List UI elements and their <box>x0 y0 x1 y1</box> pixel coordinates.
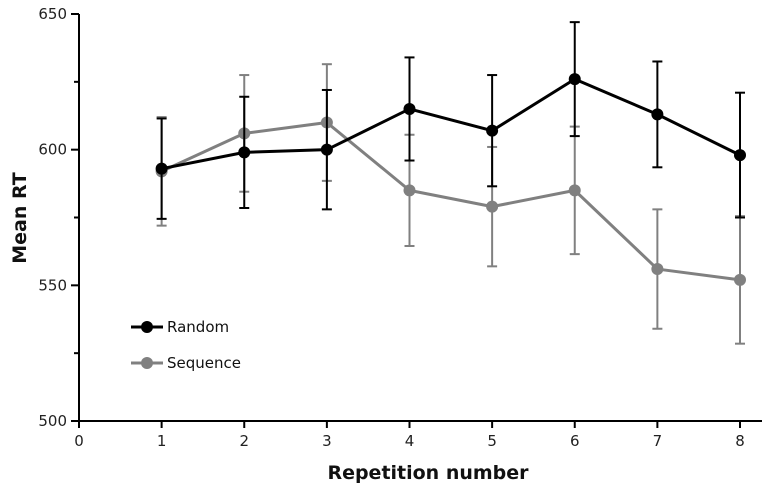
data-point <box>651 108 664 121</box>
legend: Random Sequence <box>131 318 241 372</box>
data-point <box>568 184 581 197</box>
legend-item-random: Random <box>131 318 229 336</box>
series-line <box>160 121 741 282</box>
y-axis-title: Mean RT <box>9 172 31 264</box>
y-tick-label: 600 <box>38 141 67 159</box>
axes: 500 550 600 650 0 1 2 3 4 5 6 7 8 <box>38 5 762 450</box>
series-layer <box>155 21 746 345</box>
x-tick-label: 2 <box>239 432 249 450</box>
data-point <box>403 184 416 197</box>
x-tick-label: 6 <box>570 432 580 450</box>
data-point <box>320 143 333 156</box>
series-random <box>155 21 746 220</box>
data-point <box>734 273 746 286</box>
x-tick-label: 1 <box>157 432 167 450</box>
y-tick-label: 500 <box>38 412 67 430</box>
x-tick-label: 4 <box>405 432 415 450</box>
data-point <box>568 73 581 86</box>
x-axis-title: Repetition number <box>327 462 529 484</box>
data-point <box>734 149 746 162</box>
x-tick-label: 5 <box>487 432 497 450</box>
data-point <box>486 200 499 213</box>
x-tick-label: 7 <box>653 432 663 450</box>
data-point <box>155 162 168 175</box>
legend-label: Random <box>167 318 229 336</box>
x-tick-label: 0 <box>74 432 84 450</box>
legend-item-sequence: Sequence <box>131 354 241 372</box>
legend-swatch-marker <box>141 357 153 369</box>
x-tick-label: 8 <box>735 432 745 450</box>
data-point <box>403 102 416 115</box>
y-tick-label: 650 <box>38 5 67 23</box>
legend-swatch-marker <box>141 321 153 333</box>
y-tick-label: 550 <box>38 276 67 294</box>
series-line <box>161 77 741 171</box>
data-point <box>238 146 251 159</box>
data-point <box>651 263 664 276</box>
data-point <box>486 124 499 137</box>
legend-label: Sequence <box>167 354 241 372</box>
x-tick-label: 3 <box>322 432 332 450</box>
